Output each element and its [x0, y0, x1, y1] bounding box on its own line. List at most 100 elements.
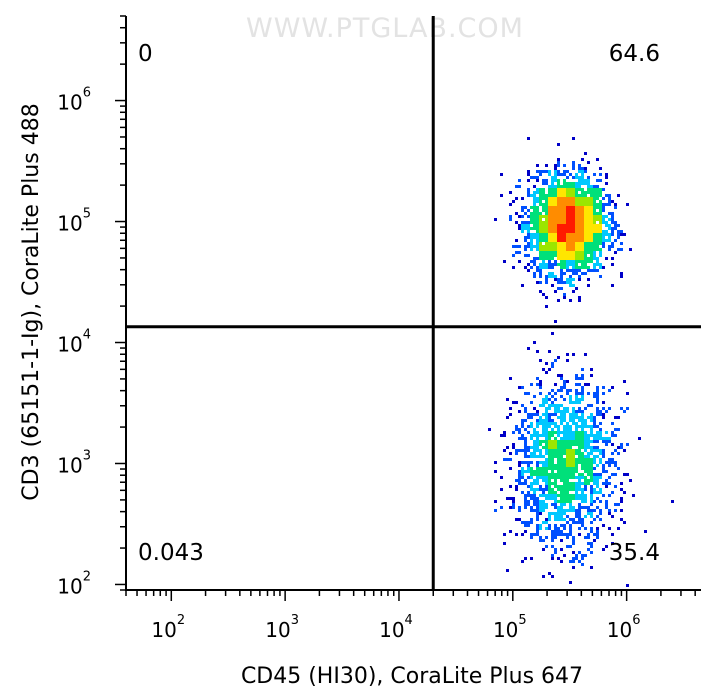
event-dot	[566, 242, 569, 245]
event-dot	[554, 497, 557, 500]
event-dot	[581, 236, 584, 239]
event-dot	[533, 443, 536, 446]
event-dot	[500, 506, 503, 509]
event-dot	[566, 278, 569, 281]
event-dot	[584, 425, 587, 428]
event-dot	[584, 482, 587, 485]
event-dot	[542, 539, 545, 542]
event-dot	[566, 197, 569, 200]
event-dot	[569, 251, 572, 254]
x-tick-label: 106	[607, 613, 641, 642]
event-dot	[560, 266, 563, 269]
event-dot	[539, 203, 542, 206]
event-dot	[560, 422, 563, 425]
event-dot	[554, 491, 557, 494]
event-dot	[599, 263, 602, 266]
event-dot	[560, 485, 563, 488]
event-dot	[593, 269, 596, 272]
event-dot	[557, 242, 560, 245]
event-dot	[557, 464, 560, 467]
event-dot	[548, 173, 551, 176]
event-dot	[536, 257, 539, 260]
event-dot	[566, 521, 569, 524]
event-dot	[629, 479, 632, 482]
event-dot	[572, 161, 575, 164]
event-dot	[590, 473, 593, 476]
event-dot	[593, 419, 596, 422]
event-dot	[578, 257, 581, 260]
event-dot	[584, 470, 587, 473]
event-dot	[584, 515, 587, 518]
event-dot	[593, 242, 596, 245]
event-dot	[614, 473, 617, 476]
event-dot	[554, 320, 557, 323]
event-dot	[623, 410, 626, 413]
event-dot	[554, 206, 557, 209]
event-dot	[542, 188, 545, 191]
event-dot	[557, 236, 560, 239]
event-dot	[542, 494, 545, 497]
event-dot	[518, 431, 521, 434]
event-dot	[563, 233, 566, 236]
event-dot	[599, 428, 602, 431]
event-dot	[542, 404, 545, 407]
event-dot	[515, 533, 518, 536]
event-dot	[581, 368, 584, 371]
event-dot	[572, 269, 575, 272]
event-dot	[572, 416, 575, 419]
event-dot	[578, 254, 581, 257]
event-dot	[617, 236, 620, 239]
event-dot	[575, 461, 578, 464]
event-dot	[527, 173, 530, 176]
event-dot	[533, 533, 536, 536]
event-dot	[572, 251, 575, 254]
event-dot	[548, 455, 551, 458]
event-dot	[548, 209, 551, 212]
event-dot	[578, 377, 581, 380]
event-dot	[527, 431, 530, 434]
event-dot	[593, 203, 596, 206]
event-dot	[548, 482, 551, 485]
event-dot	[554, 185, 557, 188]
event-dot	[578, 182, 581, 185]
event-dot	[572, 203, 575, 206]
event-dot	[551, 284, 554, 287]
event-dot	[518, 479, 521, 482]
event-dot	[557, 485, 560, 488]
event-dot	[587, 284, 590, 287]
event-dot	[563, 446, 566, 449]
event-dot	[614, 206, 617, 209]
event-dot	[584, 506, 587, 509]
event-dot	[566, 281, 569, 284]
event-dot	[572, 497, 575, 500]
event-dot	[590, 236, 593, 239]
event-dot	[578, 194, 581, 197]
event-dot	[581, 200, 584, 203]
event-dot	[575, 488, 578, 491]
event-dot	[566, 269, 569, 272]
event-dot	[626, 203, 629, 206]
event-dot	[521, 284, 524, 287]
event-dot	[575, 491, 578, 494]
event-dot	[593, 266, 596, 269]
event-dot	[566, 446, 569, 449]
event-dot	[527, 194, 530, 197]
event-dot	[596, 389, 599, 392]
event-dot	[524, 206, 527, 209]
event-dot	[551, 176, 554, 179]
event-dot	[512, 446, 515, 449]
event-dot	[602, 209, 605, 212]
event-dot	[590, 467, 593, 470]
event-dot	[539, 263, 542, 266]
event-dot	[521, 461, 524, 464]
event-dot	[548, 218, 551, 221]
event-dot	[599, 410, 602, 413]
event-dot	[536, 533, 539, 536]
event-dot	[536, 446, 539, 449]
event-dot	[587, 452, 590, 455]
event-dot	[590, 542, 593, 545]
event-dot	[539, 440, 542, 443]
event-dot	[569, 236, 572, 239]
event-dot	[548, 416, 551, 419]
event-dot	[551, 557, 554, 560]
